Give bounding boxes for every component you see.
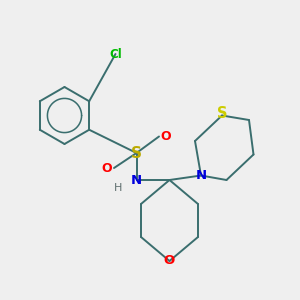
Text: N: N xyxy=(131,173,142,187)
Text: H: H xyxy=(114,183,123,194)
Text: O: O xyxy=(160,130,171,143)
Text: S: S xyxy=(217,106,227,122)
Text: S: S xyxy=(131,146,142,160)
Text: O: O xyxy=(164,254,175,268)
Text: N: N xyxy=(195,169,207,182)
Text: O: O xyxy=(102,161,112,175)
Text: Cl: Cl xyxy=(109,47,122,61)
